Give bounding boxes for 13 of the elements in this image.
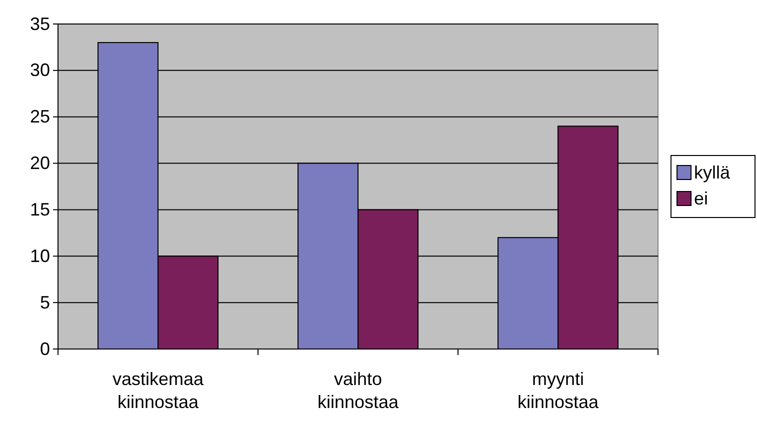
legend-label: kyllä <box>694 162 731 182</box>
legend-label: ei <box>694 188 708 208</box>
y-tick-label: 20 <box>30 153 50 174</box>
y-tick-label: 0 <box>40 338 50 359</box>
y-tick-label: 25 <box>30 106 50 127</box>
y-tick-label: 30 <box>30 60 50 80</box>
y-tick-label: 5 <box>40 292 50 312</box>
y-tick-label: 15 <box>30 199 50 220</box>
y-tick-label: 35 <box>30 14 50 34</box>
y-tick-label: 10 <box>30 246 50 266</box>
x-tick-label: myynti kiinnostaa <box>517 369 600 412</box>
x-tick-label: vaihto kiinnostaa <box>317 369 400 412</box>
x-tick-label: vastikemaa kiinnostaa <box>112 369 205 412</box>
